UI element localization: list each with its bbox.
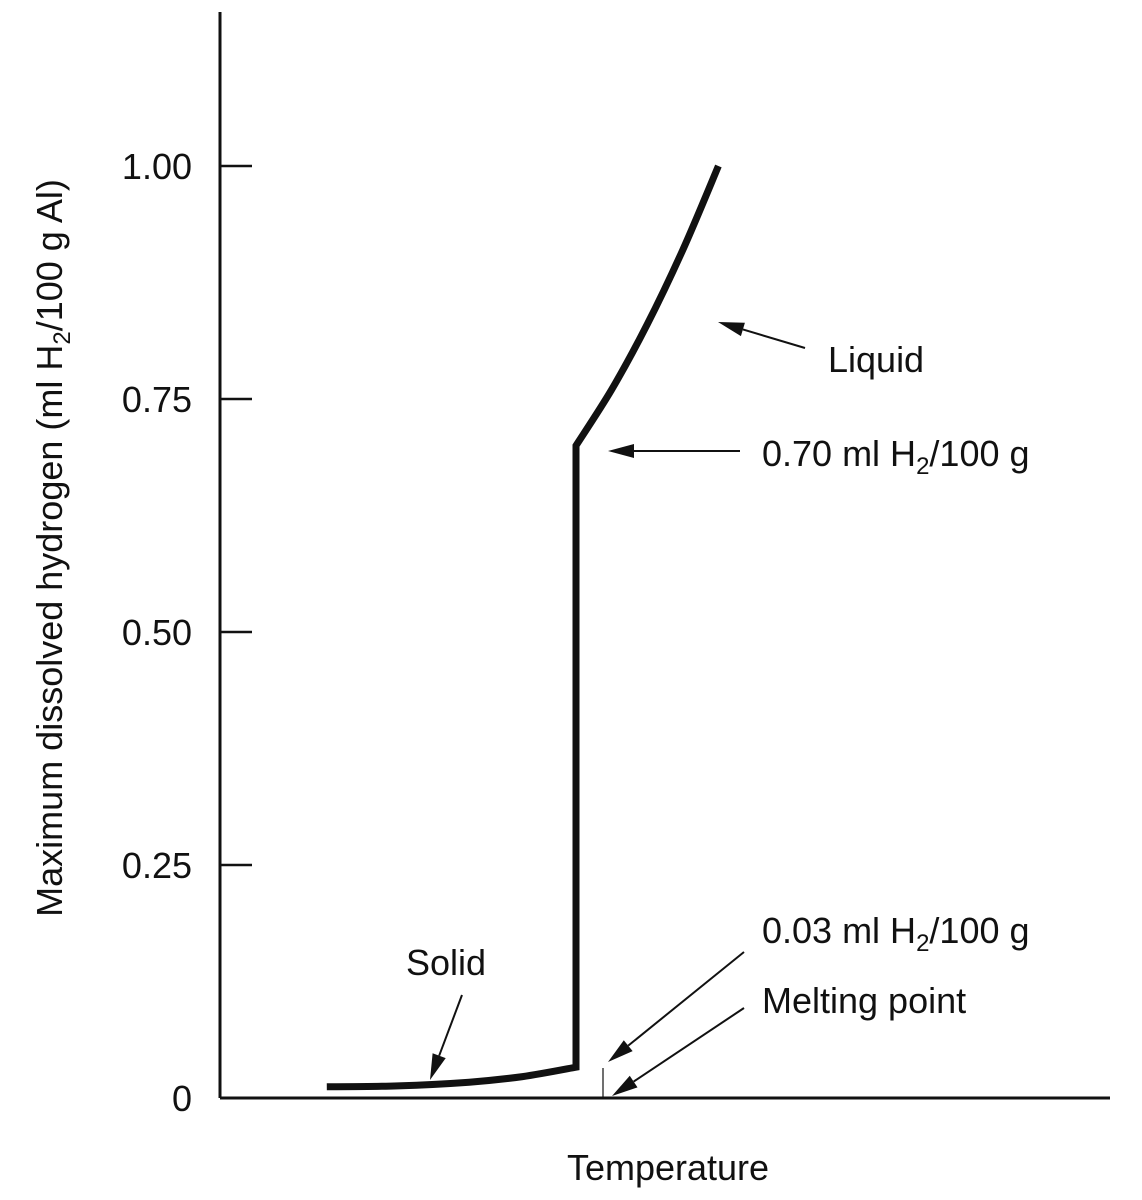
arrow-solid [430,994,463,1080]
arrow-liquid [718,322,806,349]
y-tick-label-1: 0.25 [122,845,192,886]
arrow-solubility-solid [608,951,745,1062]
annotation-solid: Solid [406,942,486,983]
axes [218,12,1110,1100]
annotation-melting-point: Melting point [762,980,966,1021]
arrow-melting-point [612,1007,745,1096]
series-group [326,164,722,1091]
annotations: Liquid 0.70 ml H2/100 g 0.03 ml H2/100 g… [406,339,1030,1021]
solubility-curve [326,164,722,1091]
y-tick-label-0: 0 [172,1078,192,1119]
annotation-solubility-liquid: 0.70 ml H2/100 g [762,433,1030,480]
y-ticks: 0 0.25 0.50 0.75 1.00 [122,146,252,1119]
annotation-solubility-solid: 0.03 ml H2/100 g [762,910,1030,957]
y-tick-label-3: 0.75 [122,379,192,420]
y-tick-label-2: 0.50 [122,612,192,653]
y-axis-label: Maximum dissolved hydrogen (ml H2/100 g … [29,179,76,917]
arrow-solubility-liquid [608,444,740,458]
annotation-liquid: Liquid [828,339,924,380]
y-tick-label-4: 1.00 [122,146,192,187]
x-axis-label: Temperature [567,1147,769,1188]
annotation-arrows [430,322,806,1096]
